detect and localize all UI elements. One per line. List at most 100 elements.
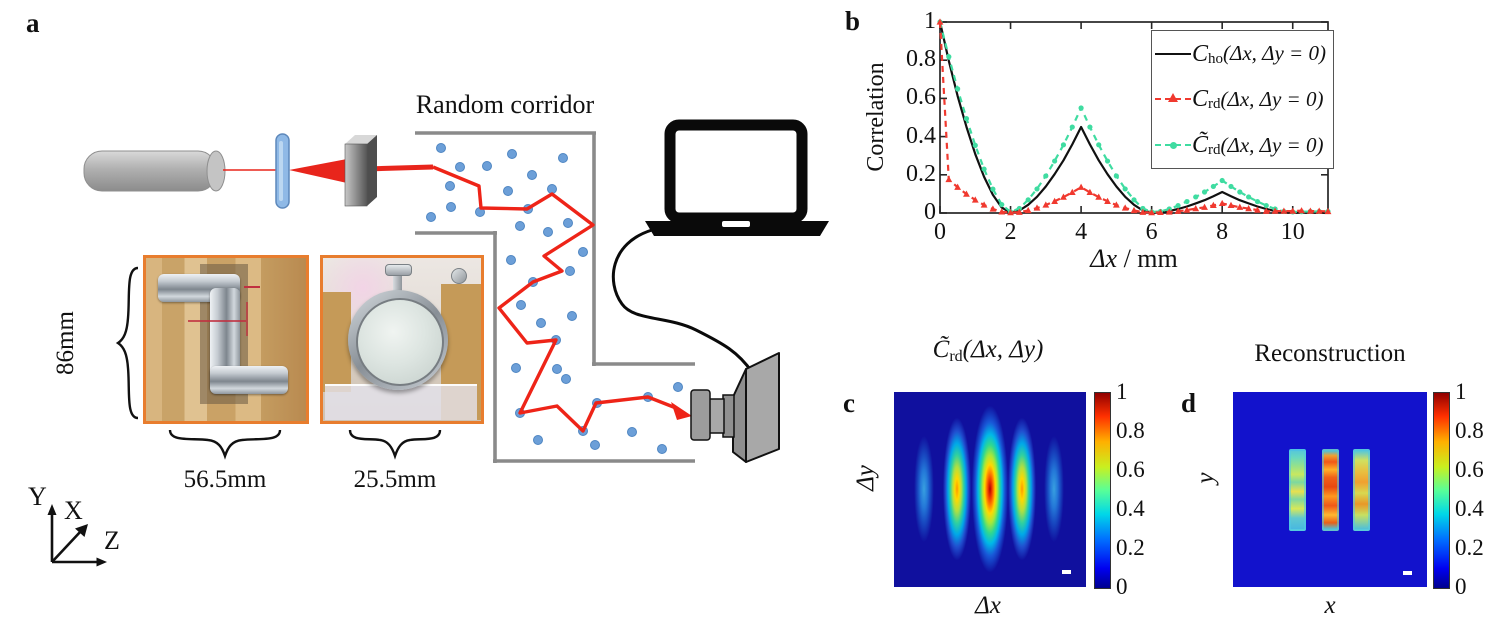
b-y-tick-label: 1 [924, 8, 936, 34]
correlation-heatmap [894, 392, 1086, 587]
light-path-arrowhead [671, 402, 692, 420]
legend-subscript: rd [1208, 96, 1221, 113]
reconstruction-bar [1321, 449, 1339, 531]
laser-beam-thick [365, 164, 434, 172]
scatterer-dots [426, 143, 683, 454]
corridor-walls [415, 131, 695, 463]
dim-label-86mm: 86mm [52, 311, 79, 375]
axis-label-X: X [64, 496, 83, 525]
dim-label-56mm: 56.5mm [183, 466, 267, 493]
red-mark-2 [188, 320, 246, 322]
b-y-tick-label: 0 [924, 199, 936, 225]
scalebar-c [1062, 570, 1071, 574]
panel-label-d: d [1181, 388, 1197, 418]
axis-label-Y: Y [28, 482, 47, 511]
reconstruction-bar [1352, 449, 1370, 531]
b-x-tick-label: 10 [1280, 219, 1305, 245]
correlation-peak [971, 402, 1009, 576]
panel-label-a: a [26, 8, 40, 38]
b-xlabel-symbol: Δx [1090, 244, 1118, 273]
d-xlabel: x [1324, 592, 1336, 619]
d-colorbar-tick: 0.4 [1455, 496, 1484, 521]
b-y-tick-label: 0.6 [906, 84, 936, 111]
c-colorbar-tick: 0.6 [1116, 457, 1145, 482]
c-title: C̃rd(Δx, Δy) [898, 336, 1078, 366]
b-y-tick-label: 0.4 [906, 122, 936, 149]
b-y-tick-label: 0.8 [906, 46, 936, 73]
reconstruction-bar [1288, 449, 1306, 531]
c-title-symbol: C̃ [932, 336, 950, 363]
legend-entry-Crd-tilde: C̃ rd (Δx, Δy = 0) [1152, 123, 1333, 168]
lens-icon [275, 133, 290, 209]
diffuser-ring [348, 290, 448, 390]
c-colorbar-tick: 0.8 [1116, 418, 1145, 443]
laptop-icon [645, 119, 829, 236]
b-xlabel: Δx / mm [1064, 244, 1204, 274]
b-x-tick-label: 4 [1075, 219, 1088, 245]
b-x-tick-label: 8 [1216, 219, 1229, 245]
light-path [432, 165, 677, 433]
legend-marker-dashed-dot [1155, 138, 1192, 152]
brace-25mm [348, 429, 442, 460]
d-title: Reconstruction [1254, 340, 1406, 367]
laser-beam-cone [289, 159, 347, 183]
legend-args: (Δx, Δy = 0) [1220, 86, 1324, 111]
d-colorbar-tick: 0.2 [1455, 535, 1484, 560]
photo-rotating-diffuser [320, 255, 484, 424]
legend-symbol: C [1192, 86, 1209, 113]
screw-icon [451, 268, 467, 284]
d-ylabel: y [1192, 472, 1219, 484]
laser-icon [83, 150, 226, 192]
c-colorbar-tick: 0 [1116, 574, 1128, 599]
frosted-glass [356, 298, 444, 386]
scalebar-d [1403, 571, 1412, 575]
b-x-tick-label: 0 [934, 219, 946, 245]
panel-label-b: b [845, 6, 861, 36]
correlation-peak [1007, 413, 1038, 565]
correlation-plot [936, 18, 1332, 216]
legend-args: (Δx, Δy = 0) [1220, 132, 1324, 157]
red-mark-3 [246, 302, 248, 336]
d-colorbar-tick: 0.8 [1455, 418, 1484, 443]
brace-86mm [115, 266, 139, 420]
c-colorbar-tick: 1 [1116, 379, 1128, 404]
setup-diagram [47, 119, 829, 567]
b-x-tick-label: 6 [1145, 219, 1158, 245]
legend-subscript: ho [1208, 50, 1224, 67]
diffuser-knob-stem [393, 272, 402, 292]
axis-label-Z: Z [104, 526, 120, 555]
camera-icon [690, 352, 780, 463]
wood-block-left [323, 292, 351, 392]
colorbar-c [1094, 392, 1111, 589]
c-colorbar-tick: 0.4 [1116, 496, 1145, 521]
legend-marker-solid-line [1155, 47, 1192, 61]
d-colorbar-tick: 0.6 [1455, 457, 1484, 482]
colorbar-d [1433, 392, 1450, 589]
correlation-peak [941, 413, 972, 565]
b-xlabel-unit: / mm [1117, 244, 1178, 273]
dimension-braces [115, 266, 442, 460]
legend-subscript: rd [1208, 142, 1221, 159]
legend-symbol: C [1192, 40, 1209, 67]
b-y-tick-label: 0.2 [906, 160, 936, 187]
d-colorbar-tick: 1 [1455, 379, 1467, 404]
legend-marker-dashed-triangle [1155, 92, 1192, 106]
random-corridor-label: Random corridor [415, 90, 595, 119]
d-colorbar-tick: 0 [1455, 574, 1467, 599]
dim-label-25mm: 25.5mm [353, 466, 437, 493]
panel-label-c: c [843, 388, 855, 418]
c-ylabel: Δy [852, 465, 879, 491]
c-title-subscript: rd [949, 348, 963, 365]
pipe-bottom-arm [210, 366, 288, 394]
b-ylabel: Correlation [863, 62, 889, 172]
diffuser-plate-icon [344, 135, 377, 207]
correlation-peak [912, 430, 935, 548]
brace-56mm [168, 429, 282, 460]
correlation-peak [1042, 430, 1065, 548]
c-colorbar-tick: 0.2 [1116, 535, 1145, 560]
b-x-tick-label: 2 [1004, 219, 1017, 245]
